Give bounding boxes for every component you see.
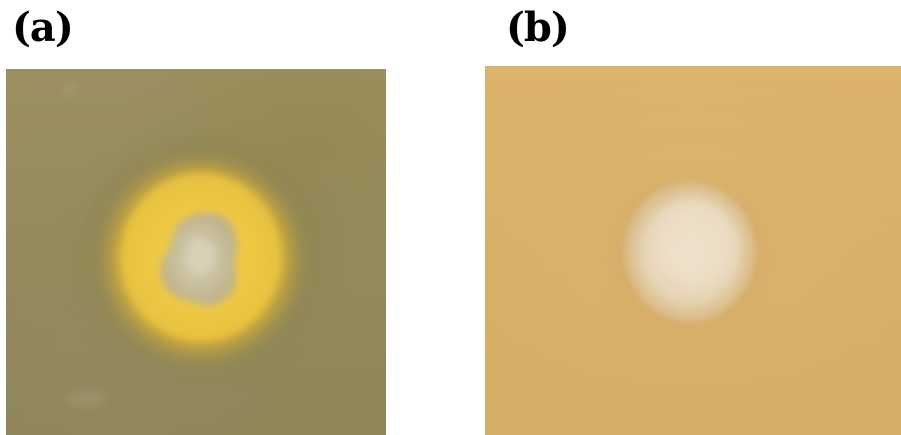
colony-b-highlight — [655, 202, 735, 286]
speck — [66, 391, 106, 407]
panel-label-a: (a) — [12, 4, 74, 51]
panel-a-photo — [6, 69, 386, 435]
panel-b-image — [611, 179, 767, 327]
panel-a-image — [61, 81, 318, 407]
colony-a-highlight — [186, 237, 216, 274]
panel-b-photo — [485, 66, 901, 435]
panel-label-b: (b) — [506, 4, 570, 51]
speck — [61, 81, 81, 97]
